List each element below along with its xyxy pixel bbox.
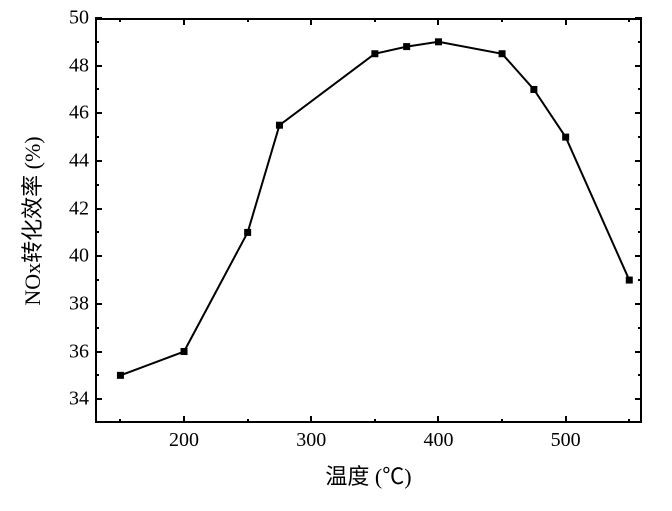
y-tick-label: 44 (61, 149, 89, 172)
data-point (181, 348, 188, 355)
y-tick-label: 50 (61, 7, 89, 30)
y-tick-label: 38 (61, 292, 89, 315)
y-tick-label: 36 (61, 340, 89, 363)
data-point (499, 50, 506, 57)
data-point (276, 122, 283, 129)
series-line (120, 42, 629, 376)
x-axis-label: 温度 (℃) (325, 459, 411, 491)
data-point (117, 372, 124, 379)
data-point (626, 277, 633, 284)
y-tick-label: 48 (61, 54, 89, 77)
data-point (244, 229, 251, 236)
nox-conversion-chart: 温度 (℃) NOx转化效率 (%) 200 300 400 500 34 36 38 40 4… (0, 0, 672, 511)
x-tick-label: 400 (423, 429, 453, 452)
y-tick-label: 46 (61, 102, 89, 125)
data-point (371, 50, 378, 57)
y-axis-label: NOx转化效率 (%) (15, 136, 47, 305)
x-tick-label: 500 (551, 429, 581, 452)
data-series (95, 18, 642, 423)
y-tick-label: 40 (61, 245, 89, 268)
y-tick-label: 34 (61, 388, 89, 411)
data-point (435, 38, 442, 45)
x-tick-label: 200 (169, 429, 199, 452)
plot-area (95, 18, 642, 423)
x-tick-label: 300 (296, 429, 326, 452)
data-point (403, 43, 410, 50)
y-tick-label: 42 (61, 197, 89, 220)
data-point (562, 134, 569, 141)
data-point (530, 86, 537, 93)
